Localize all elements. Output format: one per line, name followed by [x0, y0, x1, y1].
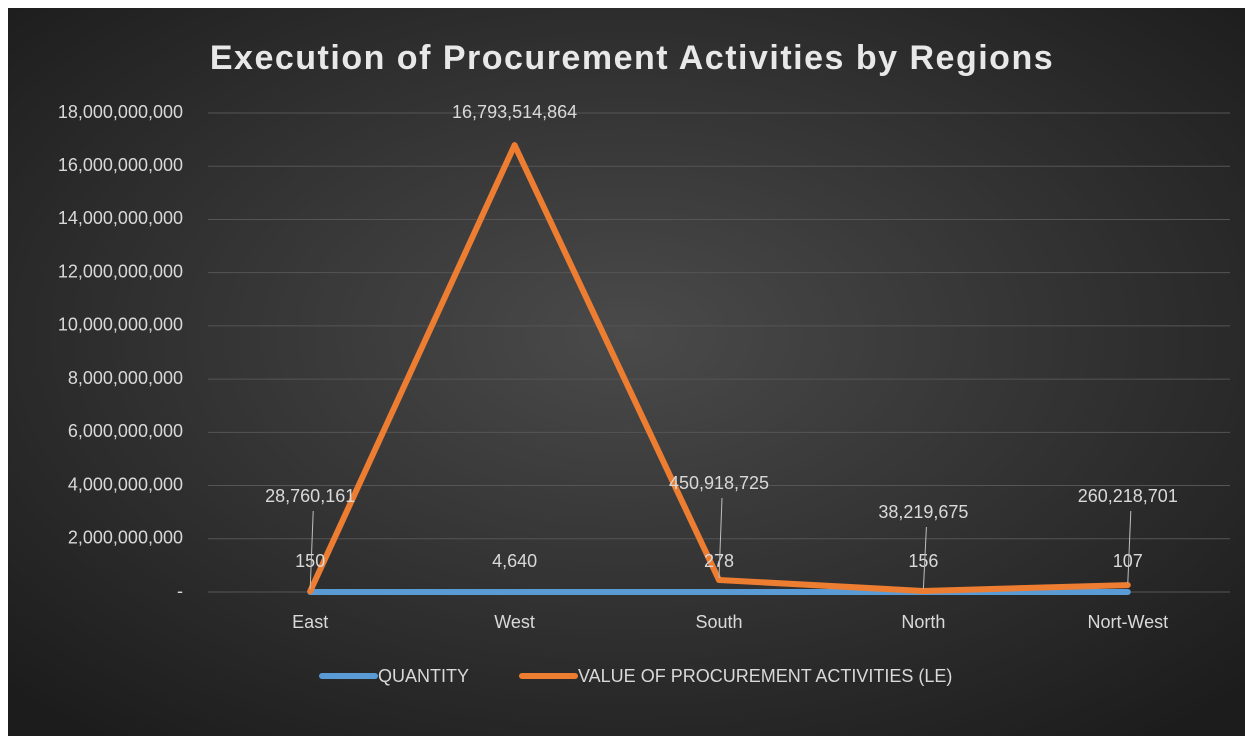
data-label: 16,793,514,864: [452, 102, 577, 122]
y-tick-label: 14,000,000,000: [58, 208, 183, 228]
chart-title: Execution of Procurement Activities by R…: [210, 39, 1054, 77]
legend-label: VALUE OF PROCUREMENT ACTIVITIES (LE): [578, 666, 953, 686]
y-tick-label: 6,000,000,000: [68, 421, 183, 441]
leader-line: [309, 510, 314, 590]
x-tick-label: East: [292, 612, 328, 632]
y-tick-label: 2,000,000,000: [68, 528, 183, 548]
leader-line: [718, 497, 723, 579]
x-tick-label: Nort-West: [1087, 612, 1168, 632]
x-tick-label: North: [901, 612, 945, 632]
y-tick-label: 18,000,000,000: [58, 102, 183, 122]
data-label: 450,918,725: [669, 473, 769, 493]
data-label: 4,640: [492, 551, 537, 571]
chart-background: [8, 8, 1245, 736]
y-tick-label: 10,000,000,000: [58, 315, 183, 335]
y-tick-label: 16,000,000,000: [58, 155, 183, 175]
leader-line: [1127, 510, 1132, 584]
y-tick-label: 4,000,000,000: [68, 474, 183, 494]
data-label: 150: [295, 551, 325, 571]
x-tick-label: South: [695, 612, 742, 632]
series-line: [307, 142, 1131, 595]
legend-entry: QUANTITY: [378, 666, 470, 686]
y-tick-label: 12,000,000,000: [58, 261, 183, 281]
data-label: 107: [1113, 551, 1143, 571]
legend-label: QUANTITY: [378, 666, 470, 686]
x-tick-label: West: [494, 612, 535, 632]
leader-line: [922, 526, 927, 590]
data-label: 28,760,161: [265, 486, 355, 506]
y-tick-label: 8,000,000,000: [68, 368, 183, 388]
data-label: 260,218,701: [1078, 486, 1178, 506]
data-label: 156: [908, 551, 938, 571]
data-label: 38,219,675: [878, 502, 968, 522]
y-tick-label: -: [177, 581, 183, 601]
data-label: 278: [704, 551, 734, 571]
legend-entry: VALUE OF PROCUREMENT ACTIVITIES (LE): [578, 666, 953, 686]
